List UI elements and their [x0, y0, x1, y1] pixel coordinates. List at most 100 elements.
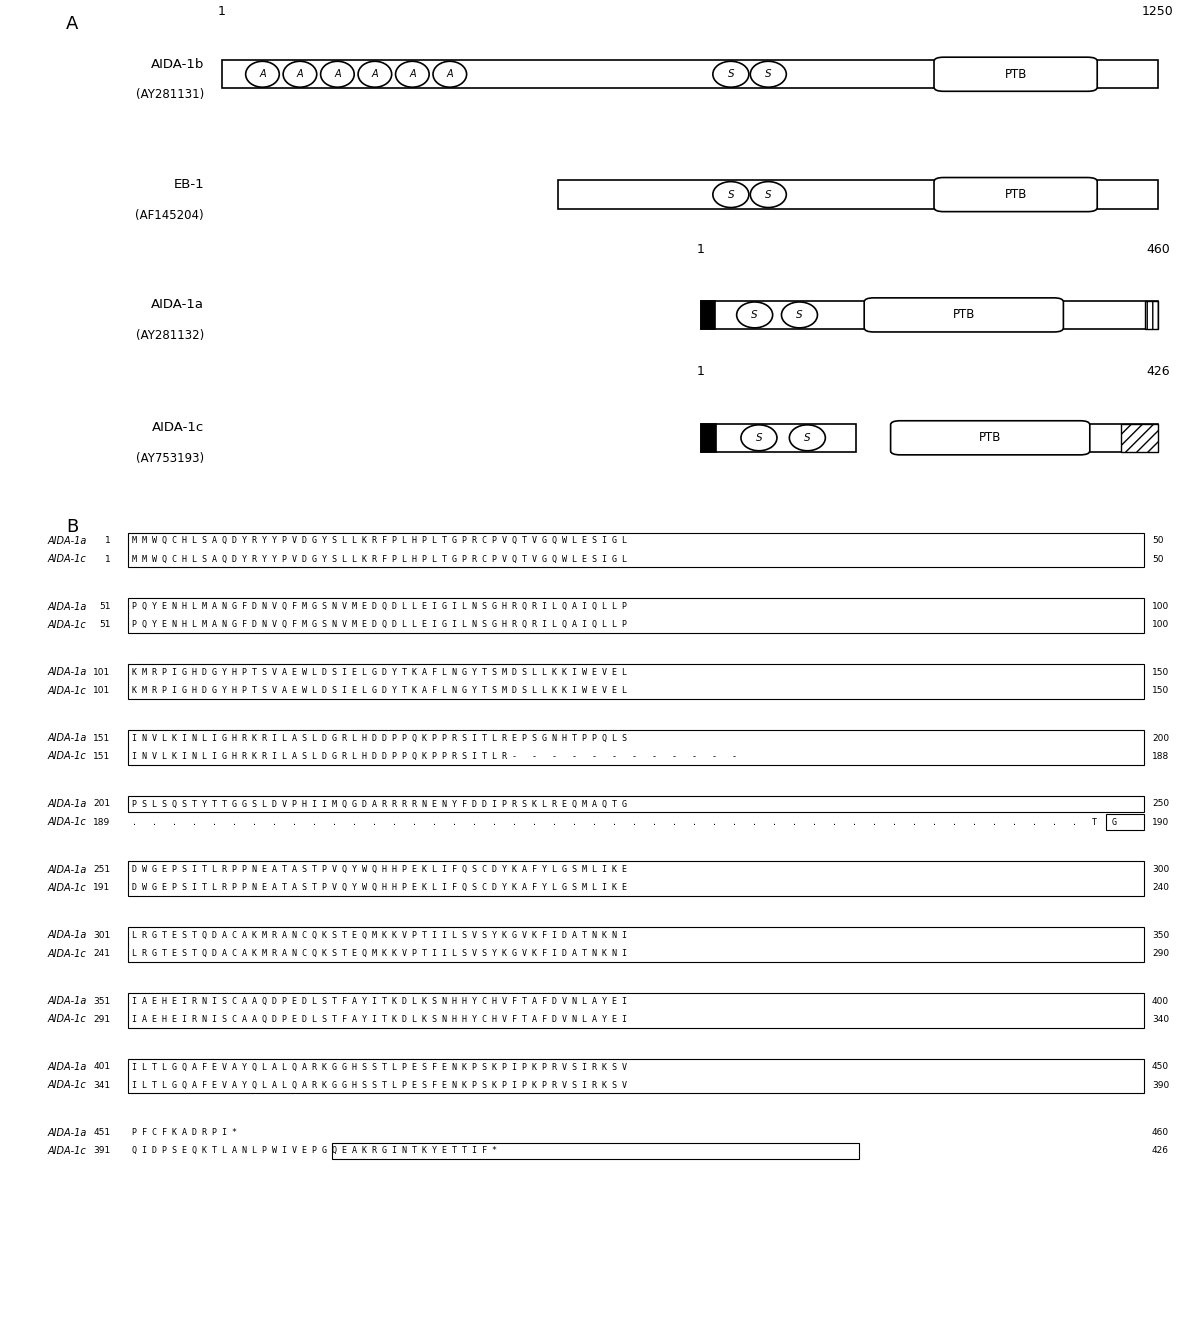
FancyBboxPatch shape — [892, 424, 1158, 452]
Text: AIDA-1a: AIDA-1a — [47, 1061, 86, 1072]
Text: 291: 291 — [94, 1015, 110, 1024]
FancyBboxPatch shape — [701, 424, 716, 452]
FancyBboxPatch shape — [222, 60, 1158, 88]
Text: 190: 190 — [1152, 818, 1169, 826]
Text: 1: 1 — [218, 5, 226, 17]
Ellipse shape — [737, 302, 773, 329]
Ellipse shape — [358, 61, 391, 88]
Text: K M R P I G H D G Y H P T S V A E W L D S I E L G D Y T K A F L N G Y T S M D S : K M R P I G H D G Y H P T S V A E W L D … — [132, 668, 628, 677]
Text: I A E H E I R N I S C A A Q D P E D L S T F A Y I T K D L K S N H H Y C H V F T : I A E H E I R N I S C A A Q D P E D L S … — [132, 1015, 628, 1024]
FancyBboxPatch shape — [701, 301, 715, 329]
Text: S: S — [804, 432, 811, 443]
Text: 460: 460 — [1152, 1128, 1169, 1137]
Text: S: S — [764, 190, 772, 200]
FancyBboxPatch shape — [864, 298, 1063, 332]
Ellipse shape — [396, 61, 430, 88]
Text: 241: 241 — [94, 950, 110, 958]
Text: B: B — [66, 517, 78, 536]
Text: A: A — [334, 69, 341, 80]
Text: AIDA-1c: AIDA-1c — [151, 422, 204, 434]
Text: AIDA-1a: AIDA-1a — [47, 864, 86, 875]
Text: S: S — [764, 69, 772, 80]
Text: A: A — [372, 69, 378, 80]
Ellipse shape — [283, 61, 317, 88]
Text: AIDA-1c: AIDA-1c — [48, 620, 86, 630]
Text: (AY281131): (AY281131) — [136, 88, 204, 101]
Ellipse shape — [713, 182, 749, 207]
Text: 390: 390 — [1152, 1080, 1169, 1089]
Text: 1: 1 — [104, 555, 110, 564]
Text: 301: 301 — [94, 931, 110, 940]
Text: 100: 100 — [1152, 620, 1169, 629]
Text: AIDA-1a: AIDA-1a — [47, 931, 86, 940]
Text: P F C F K A D R P I *: P F C F K A D R P I * — [132, 1128, 238, 1137]
Text: AIDA-1a: AIDA-1a — [151, 298, 204, 311]
Text: 50: 50 — [1152, 536, 1164, 545]
Text: 290: 290 — [1152, 950, 1169, 958]
Text: S: S — [756, 432, 762, 443]
Text: 1: 1 — [104, 536, 110, 545]
Text: 188: 188 — [1152, 751, 1169, 761]
FancyBboxPatch shape — [1122, 424, 1158, 452]
Text: AIDA-1c: AIDA-1c — [48, 555, 86, 564]
Text: D W G E P S I T L R P P N E A T A S T P V Q Y W Q H H P E K L I F Q S C D Y K A : D W G E P S I T L R P P N E A T A S T P … — [132, 883, 628, 892]
Text: AIDA-1a: AIDA-1a — [47, 733, 86, 743]
Text: S: S — [727, 69, 734, 80]
Text: 460: 460 — [1146, 243, 1170, 255]
Text: 100: 100 — [1152, 602, 1169, 612]
Text: 51: 51 — [98, 620, 110, 629]
FancyBboxPatch shape — [701, 301, 1158, 329]
Text: 1: 1 — [697, 364, 704, 378]
Text: PTB: PTB — [979, 431, 1001, 444]
Text: AIDA-1a: AIDA-1a — [47, 996, 86, 1007]
Text: A: A — [446, 69, 454, 80]
Text: S: S — [751, 310, 758, 321]
FancyBboxPatch shape — [890, 420, 1090, 455]
Text: PTB: PTB — [1004, 68, 1027, 81]
Text: 341: 341 — [94, 1080, 110, 1089]
Text: 351: 351 — [94, 996, 110, 1005]
Text: AIDA-1b: AIDA-1b — [151, 57, 204, 70]
Ellipse shape — [790, 424, 826, 451]
Text: AIDA-1c: AIDA-1c — [48, 948, 86, 959]
Text: M M W Q C H L S A Q D Y R Y Y P V D G Y S L L K R F P L H P L T G P R C P V Q T : M M W Q C H L S A Q D Y R Y Y P V D G Y … — [132, 536, 628, 545]
Text: 426: 426 — [1146, 364, 1170, 378]
Text: 450: 450 — [1152, 1063, 1169, 1072]
Ellipse shape — [750, 182, 786, 207]
Text: AIDA-1c: AIDA-1c — [48, 817, 86, 827]
Text: 391: 391 — [94, 1146, 110, 1156]
Text: M M W Q C H L S A Q D Y R Y Y P V D G Y S L L K R F P L H P L T G P R C P V Q T : M M W Q C H L S A Q D Y R Y Y P V D G Y … — [132, 555, 628, 564]
Text: PTB: PTB — [1004, 188, 1027, 201]
Text: AIDA-1c: AIDA-1c — [48, 685, 86, 696]
Text: A: A — [66, 16, 78, 33]
Text: 426: 426 — [1152, 1146, 1169, 1156]
Text: (AF145204): (AF145204) — [136, 209, 204, 222]
Text: P S L S Q S T Y T T G G S L D V P H I I M Q G D A R R R R N E N Y F D D I P R S : P S L S Q S T Y T T G G S L D V P H I I … — [132, 799, 628, 809]
Text: 401: 401 — [94, 1063, 110, 1072]
Text: 1: 1 — [697, 243, 704, 255]
Ellipse shape — [740, 424, 776, 451]
Text: AIDA-1c: AIDA-1c — [48, 883, 86, 892]
Text: Q I D P S E Q K T L A N L P W I V E P G Q E A K R G I N T K Y E T T I F *: Q I D P S E Q K T L A N L P W I V E P G … — [132, 1146, 497, 1156]
Text: 50: 50 — [1152, 555, 1164, 564]
Text: AIDA-1c: AIDA-1c — [48, 1080, 86, 1091]
Text: L R G T E S T Q D A C A K M R A N C Q K S T E Q M K K V P T I I L S V S Y K G V : L R G T E S T Q D A C A K M R A N C Q K … — [132, 950, 628, 958]
Text: AIDA-1a: AIDA-1a — [47, 799, 86, 809]
Text: 191: 191 — [94, 883, 110, 892]
Text: EB-1: EB-1 — [173, 178, 204, 190]
Text: AIDA-1a: AIDA-1a — [47, 1128, 86, 1137]
Text: 51: 51 — [98, 602, 110, 612]
Text: 451: 451 — [94, 1128, 110, 1137]
Text: AIDA-1a: AIDA-1a — [47, 601, 86, 612]
Text: 189: 189 — [94, 818, 110, 826]
Text: AIDA-1a: AIDA-1a — [47, 668, 86, 677]
Text: 151: 151 — [94, 734, 110, 742]
Text: 201: 201 — [94, 799, 110, 809]
Text: I L T L G Q A F E V A Y Q L A L Q A R K G G H S S T L P E S F E N K P S K P I P : I L T L G Q A F E V A Y Q L A L Q A R K … — [132, 1080, 628, 1089]
FancyBboxPatch shape — [701, 424, 856, 452]
Text: I N V L K I N L I G H R K R I L A S L D G R L H D D P P Q K P P R S I T L R -   : I N V L K I N L I G H R K R I L A S L D … — [132, 751, 737, 761]
Ellipse shape — [713, 61, 749, 88]
Text: AIDA-1c: AIDA-1c — [48, 1146, 86, 1156]
Text: 251: 251 — [94, 866, 110, 874]
Text: 340: 340 — [1152, 1015, 1169, 1024]
